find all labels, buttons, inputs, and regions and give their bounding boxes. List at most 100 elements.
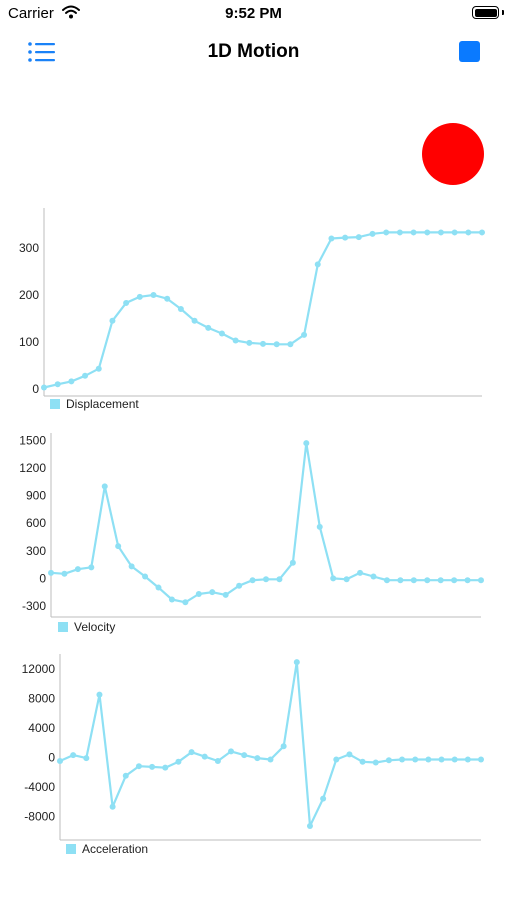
- displacement-data-point: [301, 331, 308, 338]
- velocity-data-point: [168, 596, 175, 603]
- displacement-plot: 0 100 200 300: [19, 208, 485, 397]
- y-tick-label: 8000: [28, 691, 55, 705]
- acceleration-data-point: [135, 763, 142, 770]
- velocity-data-point: [195, 591, 202, 597]
- displacement-data-point: [164, 295, 171, 302]
- acceleration-data-point: [399, 756, 406, 763]
- list-icon: [28, 42, 55, 62]
- velocity-data-point: [209, 589, 216, 596]
- displacement-data-point: [355, 234, 362, 241]
- velocity-data-point: [155, 584, 162, 591]
- displacement-data-point: [396, 229, 403, 236]
- velocity-data-point: [397, 577, 404, 584]
- acceleration-data-point: [425, 756, 432, 763]
- acceleration-data-point: [162, 764, 169, 771]
- displacement-data-point: [369, 230, 376, 237]
- acceleration-data-point: [188, 749, 195, 756]
- displacement-data-point: [41, 384, 47, 391]
- y-tick-label: 600: [26, 516, 46, 530]
- acceleration-data-point: [346, 751, 353, 758]
- acceleration-data-point: [385, 757, 392, 764]
- displacement-data-point: [328, 235, 335, 242]
- acceleration-data-point: [293, 659, 300, 666]
- displacement-data-point: [479, 229, 485, 236]
- displacement-data-point: [150, 291, 157, 298]
- displacement-data-point: [287, 341, 294, 348]
- acceleration-chart: -8000 -4000 0 4000 8000 12000 Acceleration: [0, 648, 507, 863]
- displacement-data-point: [95, 365, 102, 372]
- velocity-data-point: [61, 570, 68, 577]
- legend-swatch: [66, 844, 76, 854]
- acceleration-data-point: [57, 758, 63, 765]
- velocity-data-point: [478, 577, 484, 584]
- velocity-data-point: [101, 483, 108, 490]
- y-tick-label: 900: [26, 489, 46, 503]
- acceleration-data-point: [280, 743, 287, 750]
- navigation-bar: 1D Motion: [0, 30, 507, 74]
- displacement-data-point: [218, 330, 225, 337]
- acceleration-data-point: [372, 759, 379, 766]
- y-tick-label: 4000: [28, 721, 55, 735]
- velocity-data-point: [437, 577, 444, 584]
- carrier-label: Carrier: [8, 5, 54, 22]
- displacement-data-point: [246, 339, 253, 346]
- acceleration-data-point: [228, 748, 235, 755]
- displacement-data-point: [68, 378, 75, 385]
- acceleration-data-point: [175, 758, 182, 765]
- velocity-data-point: [142, 573, 149, 580]
- status-time: 9:52 PM: [225, 5, 282, 22]
- acceleration-data-point: [201, 753, 208, 760]
- acceleration-data-point: [464, 756, 471, 763]
- velocity-data-point: [357, 569, 364, 576]
- y-tick-label: -300: [22, 599, 46, 613]
- velocity-data-point: [249, 577, 256, 584]
- displacement-data-point: [109, 317, 116, 324]
- status-bar: Carrier 9:52 PM: [0, 0, 507, 30]
- y-tick-label: 0: [48, 750, 55, 764]
- displacement-data-point: [437, 229, 444, 236]
- wifi-icon: [62, 5, 80, 24]
- velocity-data-point: [222, 591, 229, 598]
- velocity-data-point: [303, 440, 310, 447]
- acceleration-data-point: [438, 756, 445, 763]
- displacement-data-point: [232, 337, 239, 344]
- velocity-legend: Velocity: [58, 620, 115, 634]
- y-tick-label: 12000: [22, 662, 56, 676]
- velocity-chart: -300 0 300 600 900 1200 1500 Velocity: [0, 425, 507, 640]
- displacement-data-point: [177, 306, 184, 313]
- velocity-data-point: [410, 577, 417, 584]
- velocity-plot: -300 0 300 600 900 1200 1500: [19, 433, 484, 618]
- velocity-data-point: [464, 577, 471, 584]
- legend-label-velocity: Velocity: [74, 620, 116, 634]
- displacement-data-point: [451, 229, 458, 236]
- y-tick-label: 1200: [19, 461, 46, 475]
- displacement-series-line: [43, 231, 482, 389]
- displacement-data-point: [314, 261, 321, 268]
- acceleration-data-point: [96, 691, 103, 698]
- displacement-data-point: [205, 324, 212, 331]
- y-tick-label: 300: [19, 241, 39, 255]
- displacement-data-point: [410, 229, 417, 236]
- velocity-data-point: [424, 577, 431, 584]
- acceleration-data-point: [359, 758, 366, 765]
- acceleration-data-point: [241, 752, 248, 759]
- displacement-data-point: [424, 229, 431, 236]
- battery-icon: [472, 6, 499, 19]
- displacement-data-point: [260, 340, 266, 347]
- y-tick-label: 100: [19, 335, 39, 349]
- velocity-data-point: [383, 577, 390, 584]
- y-tick-label: 300: [26, 544, 46, 558]
- acceleration-data-point: [333, 756, 340, 763]
- acceleration-data-point: [149, 763, 156, 770]
- velocity-data-point: [182, 599, 189, 606]
- displacement-legend: Displacement: [50, 397, 139, 411]
- menu-button[interactable]: [27, 40, 57, 64]
- stop-button[interactable]: [459, 41, 480, 62]
- displacement-data-point: [273, 341, 280, 348]
- displacement-data-point: [342, 234, 349, 241]
- velocity-data-point: [330, 575, 337, 582]
- displacement-data-point: [82, 372, 89, 379]
- displacement-data-point: [465, 229, 472, 236]
- acceleration-data-point: [254, 755, 261, 762]
- displacement-data-point: [191, 317, 198, 324]
